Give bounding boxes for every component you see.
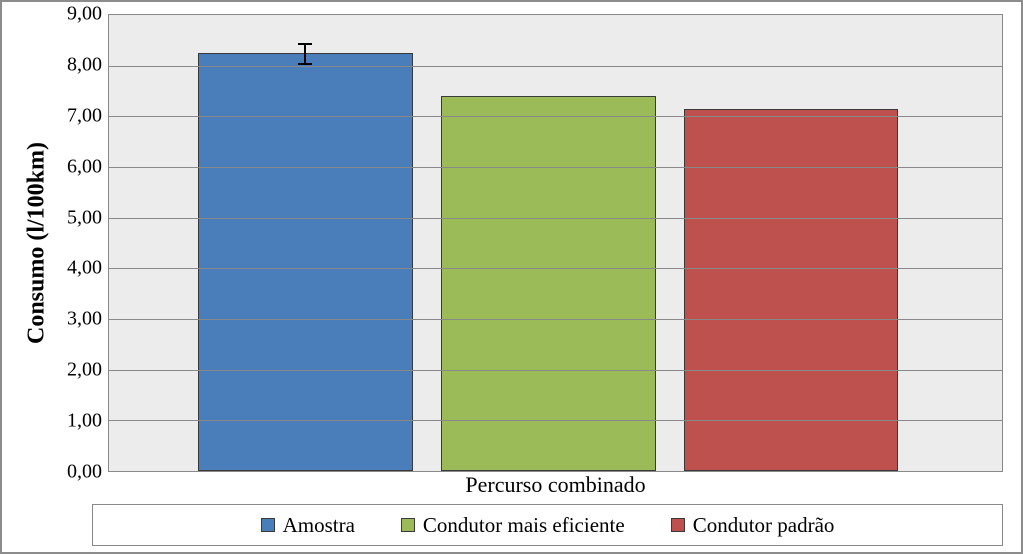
gridline — [109, 66, 1002, 67]
y-tick-label: 3,00 — [67, 308, 102, 331]
y-tick-label: 0,00 — [67, 461, 102, 484]
error-cap — [298, 43, 312, 45]
chart-area: Consumo (l/100km) 0,001,002,003,004,005,… — [20, 14, 1003, 472]
legend-label: Condutor padrão — [693, 513, 835, 538]
bar — [441, 96, 655, 471]
y-axis-ticks: 0,001,002,003,004,005,006,007,008,009,00 — [54, 14, 108, 472]
legend-item: Condutor mais eficiente — [401, 513, 625, 538]
y-tick-label: 8,00 — [67, 53, 102, 76]
gridline — [109, 167, 1002, 168]
y-tick-label: 2,00 — [67, 359, 102, 382]
y-tick-label: 1,00 — [67, 410, 102, 433]
legend-label: Condutor mais eficiente — [423, 513, 625, 538]
y-tick-label: 5,00 — [67, 206, 102, 229]
bar — [684, 109, 898, 471]
gridline — [109, 370, 1002, 371]
legend-swatch — [671, 518, 685, 532]
legend: Amostra Condutor mais eficiente Condutor p… — [92, 504, 1003, 546]
plot-area — [108, 14, 1003, 472]
bars-layer — [109, 15, 1002, 471]
legend-item: Condutor padrão — [671, 513, 835, 538]
gridline — [109, 268, 1002, 269]
y-tick-label: 7,00 — [67, 104, 102, 127]
y-axis-label-container: Consumo (l/100km) — [20, 14, 54, 472]
y-tick-label: 6,00 — [67, 155, 102, 178]
legend-label: Amostra — [283, 513, 355, 538]
gridline — [109, 420, 1002, 421]
chart-frame: Consumo (l/100km) 0,00 1,00 2,00 3,00 4,00 5,… — [0, 0, 1023, 554]
legend-swatch — [401, 518, 415, 532]
x-axis-label: Percurso combinado — [108, 472, 1003, 498]
y-tick-label: 4,00 — [67, 257, 102, 280]
legend-item: Amostra — [261, 513, 355, 538]
gridline — [109, 116, 1002, 117]
error-bar — [304, 43, 306, 63]
gridline — [109, 218, 1002, 219]
y-tick-label: 9,00 — [67, 3, 102, 26]
y-axis-label: Consumo (l/100km) — [24, 142, 51, 344]
gridline — [109, 319, 1002, 320]
legend-swatch — [261, 518, 275, 532]
